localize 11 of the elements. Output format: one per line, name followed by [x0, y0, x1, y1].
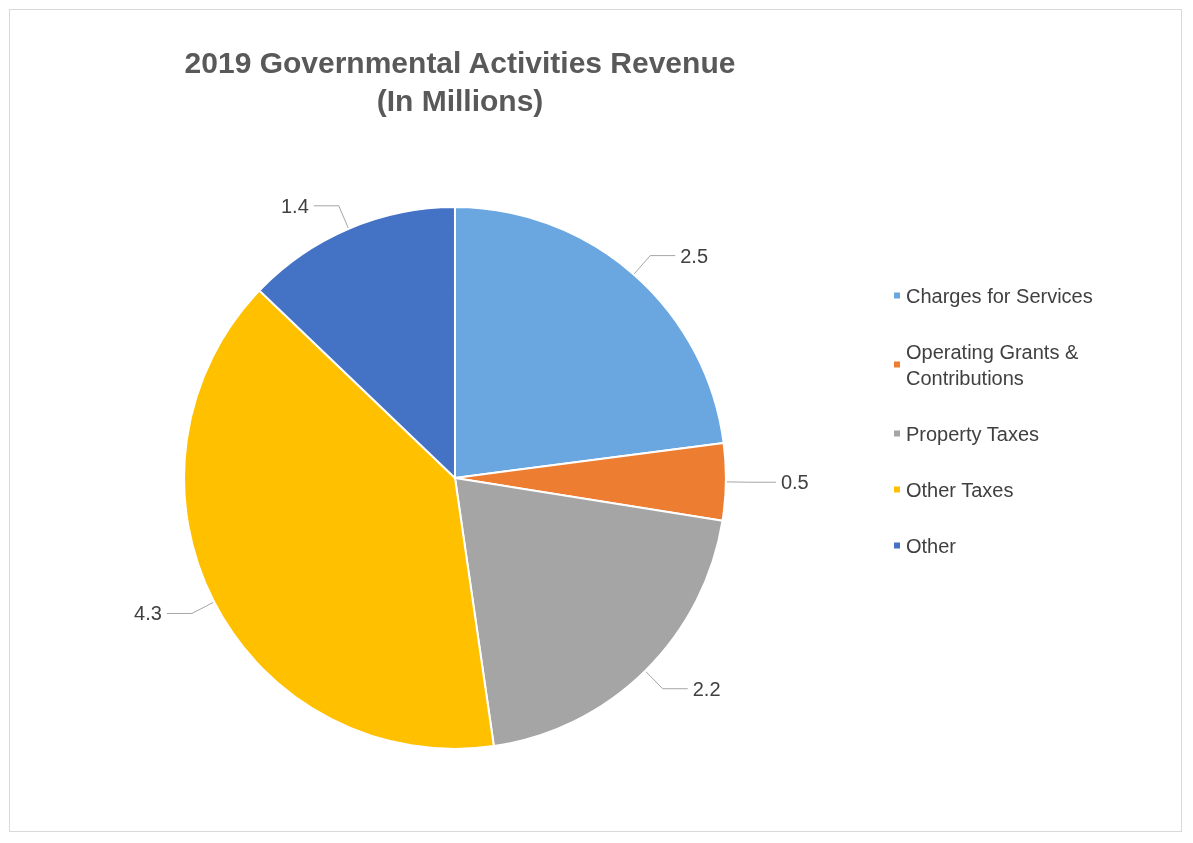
data-label: 2.2 — [692, 677, 721, 700]
data-label: 1.4 — [280, 194, 309, 217]
data-label: 4.3 — [134, 602, 162, 625]
legend-label: Other — [906, 534, 957, 557]
legend-label: Charges for Services — [906, 284, 1093, 307]
chart-title: 2019 Governmental Activities Revenue (In Millions) — [184, 45, 736, 117]
data-label: 2.5 — [680, 244, 709, 267]
legend-label: Other Taxes — [906, 478, 1014, 501]
legend-label: Operating Grants & Contributions — [906, 340, 1084, 389]
legend-label: Property Taxes — [906, 422, 1040, 445]
data-label: 0.5 — [780, 471, 809, 494]
